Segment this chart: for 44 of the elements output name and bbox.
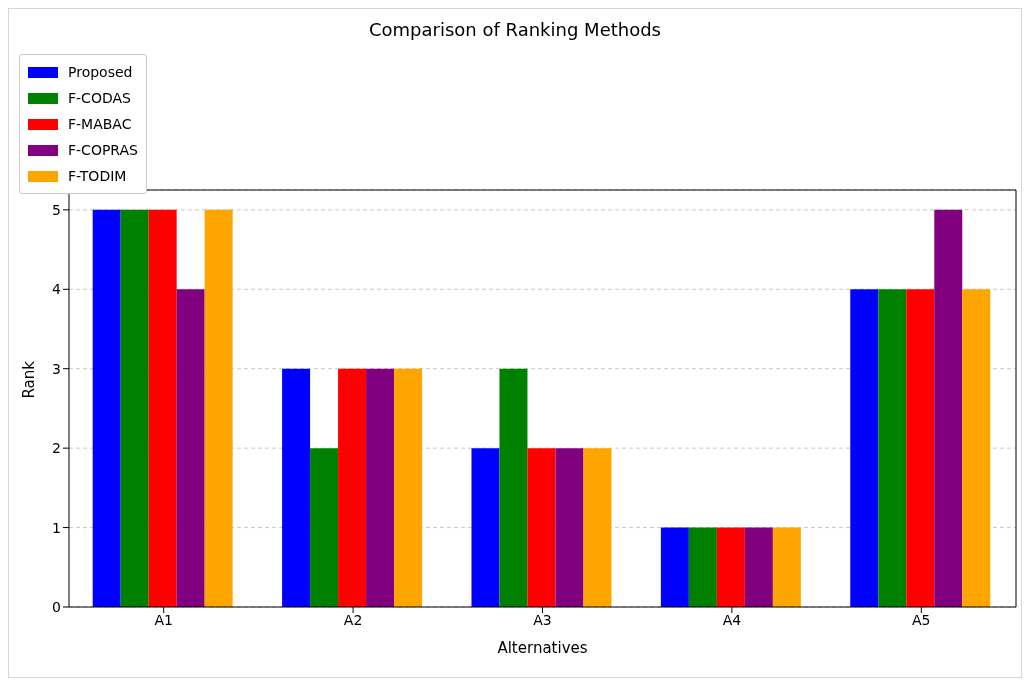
bar [120, 209, 149, 607]
y-axis-title: Rank [20, 360, 39, 399]
bar [772, 527, 801, 607]
bar [366, 368, 395, 607]
x-tick-label: A3 [533, 611, 552, 628]
chart-title: Comparison of Ranking Methods [368, 19, 662, 40]
bar [394, 368, 423, 607]
bar [499, 368, 528, 607]
bar [744, 527, 773, 607]
bar [471, 448, 500, 607]
y-tick-label: 2 [52, 440, 61, 457]
legend-label: F-MABAC [68, 116, 132, 132]
y-tick-label: 1 [52, 519, 61, 536]
bar [148, 209, 177, 607]
x-tick-label: A5 [912, 611, 931, 628]
bar [716, 527, 745, 607]
bar [555, 448, 584, 607]
bar [527, 448, 556, 607]
y-tick-label: 5 [52, 201, 61, 218]
bar [850, 289, 879, 607]
x-tick-label: A2 [343, 611, 363, 628]
bar [92, 209, 121, 607]
bar [962, 289, 991, 607]
legend-label: Proposed [68, 64, 133, 80]
bar [338, 368, 367, 607]
x-axis-title: Alternatives [497, 639, 588, 657]
bar [660, 527, 689, 607]
legend-label: F-CODAS [68, 90, 131, 106]
bar [583, 448, 612, 607]
bar [688, 527, 717, 607]
bar [906, 289, 935, 607]
x-tick-label: A4 [722, 611, 742, 628]
y-tick-label: 3 [52, 360, 61, 377]
bar [282, 368, 311, 607]
bar [934, 209, 963, 607]
bar [204, 209, 233, 607]
bar [878, 289, 907, 607]
y-tick-label: 4 [52, 281, 62, 298]
bar [310, 448, 339, 607]
y-tick-label: 0 [52, 598, 61, 615]
legend-label: F-COPRAS [68, 142, 138, 158]
legend-label: F-TODIM [68, 168, 127, 184]
x-tick-label: A1 [154, 611, 173, 628]
bar [176, 289, 205, 607]
